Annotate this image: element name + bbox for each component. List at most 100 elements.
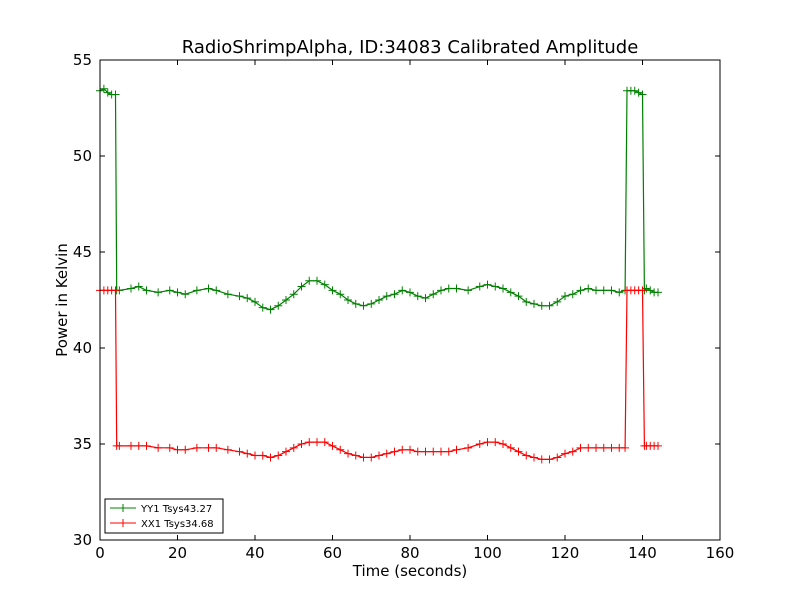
y-axis-label: Power in Kelvin: [53, 243, 71, 357]
data-point: [351, 451, 360, 460]
data-point: [607, 443, 616, 452]
data-point: [111, 90, 120, 99]
data-point: [429, 447, 438, 456]
data-point: [297, 440, 306, 448]
data-point: [359, 301, 368, 310]
data-point: [305, 276, 314, 285]
chart-title: RadioShrimpAlpha, ID:34083 Calibrated Am…: [182, 37, 639, 58]
data-point: [328, 441, 337, 450]
data-point: [382, 449, 391, 458]
data-point: [181, 290, 190, 299]
data-point: [506, 288, 515, 297]
data-point: [173, 445, 182, 454]
data-point: [328, 286, 337, 295]
data-point: [599, 443, 608, 452]
data-point: [111, 286, 120, 295]
data-point: [561, 449, 569, 458]
data-point: [464, 286, 473, 295]
data-point: [398, 445, 407, 454]
series-xx1: [96, 286, 662, 464]
data-point: [367, 453, 376, 462]
data-point: [382, 292, 391, 301]
data-point: [336, 290, 345, 299]
x-axis-ticks: 0 20 40 60 80 100 120 140 160: [95, 60, 734, 562]
data-point: [499, 440, 507, 448]
data-point: [103, 88, 112, 97]
data-point: [313, 438, 321, 447]
data-point: [444, 447, 453, 456]
data-point: [274, 301, 283, 310]
data-point: [127, 284, 135, 293]
data-point: [584, 284, 593, 293]
data-point: [390, 447, 399, 456]
data-point: [398, 286, 407, 295]
data-point: [530, 299, 538, 308]
data-point: [375, 296, 383, 304]
data-point: [553, 297, 562, 306]
data-point: [654, 288, 662, 297]
data-point: [406, 288, 414, 297]
data-point: [134, 282, 143, 291]
data-point: [506, 443, 515, 452]
data-point: [429, 290, 438, 299]
x-tick-label: 20: [168, 544, 187, 562]
data-point: [223, 290, 232, 299]
data-point: [483, 438, 492, 447]
data-point: [413, 447, 422, 456]
data-point: [173, 288, 182, 297]
data-point: [154, 288, 163, 297]
data-point: [154, 443, 163, 452]
data-point: [367, 299, 376, 308]
data-point: [638, 90, 647, 99]
data-point: [313, 276, 321, 285]
data-point: [599, 286, 608, 295]
y-tick-label: 35: [73, 435, 92, 453]
data-point: [320, 438, 329, 447]
x-tick-label: 160: [706, 544, 735, 562]
data-point: [344, 296, 352, 304]
data-point: [638, 286, 647, 295]
data-point: [223, 445, 232, 454]
x-tick-label: 80: [400, 544, 419, 562]
x-tick-label: 60: [323, 544, 342, 562]
data-point: [452, 445, 461, 454]
data-point: [576, 443, 585, 452]
data-point: [212, 443, 221, 452]
data-point: [483, 280, 492, 289]
data-point: [475, 282, 484, 291]
data-point: [576, 286, 585, 295]
y-axis-ticks: 30 35 40 45 50 55: [73, 51, 720, 549]
x-tick-label: 120: [551, 544, 580, 562]
series-layer: [96, 84, 662, 464]
legend-marker-xx1: [119, 519, 127, 527]
plot-area: [100, 60, 720, 540]
data-point: [654, 441, 662, 450]
data-point: [282, 447, 290, 456]
data-point: [537, 301, 546, 310]
data-point: [592, 286, 600, 295]
data-point: [165, 443, 174, 452]
data-point: [142, 286, 151, 295]
x-axis-label: Time (seconds): [352, 562, 468, 580]
legend-box: [104, 498, 224, 534]
data-point: [514, 292, 523, 301]
data-point: [561, 292, 569, 301]
data-point: [584, 443, 593, 452]
data-point: [421, 294, 430, 303]
data-point: [289, 290, 298, 299]
x-tick-label: 0: [95, 544, 105, 562]
data-point: [99, 84, 108, 93]
data-point: [165, 286, 174, 295]
y-tick-label: 45: [73, 243, 92, 261]
data-point: [568, 447, 577, 456]
data-point: [406, 445, 414, 454]
data-point: [212, 286, 221, 295]
data-point: [491, 282, 500, 291]
legend-marker-yy1: [119, 504, 127, 512]
data-point: [530, 453, 538, 462]
data-point: [634, 88, 643, 97]
data-point: [390, 290, 399, 299]
data-point: [615, 288, 624, 297]
data-point: [115, 441, 124, 450]
